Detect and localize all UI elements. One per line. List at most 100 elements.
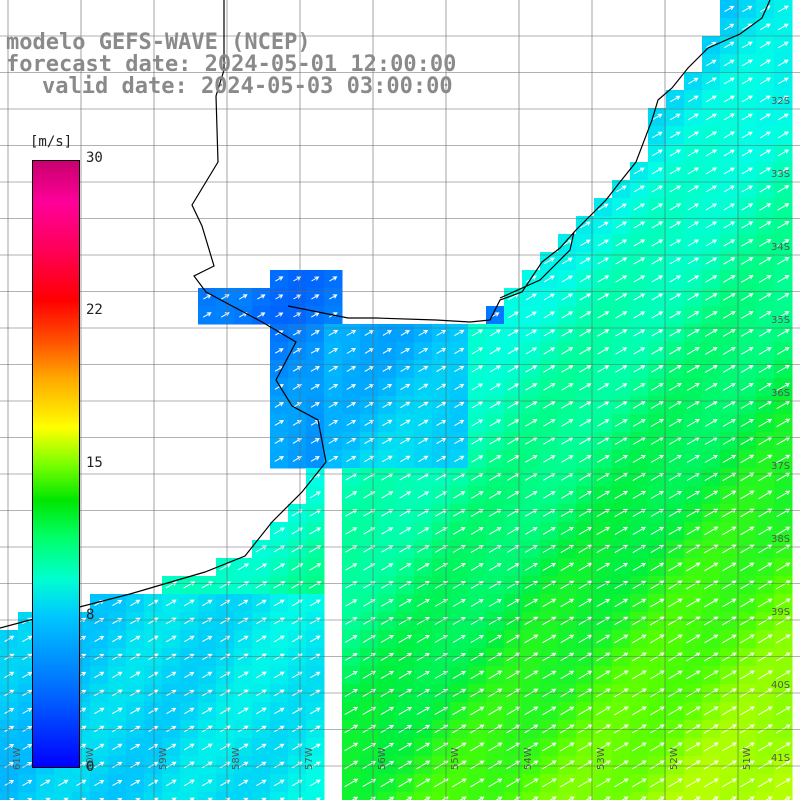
wind-arrow xyxy=(560,706,575,716)
wind-arrow xyxy=(436,401,447,409)
wind-arrow xyxy=(721,742,737,752)
wind-arrow xyxy=(382,330,392,336)
wind-arrow xyxy=(524,634,539,644)
wind-arrow xyxy=(541,778,557,788)
wind-arrow xyxy=(454,437,465,445)
wind-arrow xyxy=(525,293,537,301)
wind-arrow xyxy=(506,742,521,752)
wind-arrow xyxy=(741,257,754,265)
wind-speed-cell xyxy=(522,792,541,800)
wind-arrow xyxy=(491,312,500,318)
wind-arrow xyxy=(741,131,753,139)
wind-arrow xyxy=(237,563,250,571)
wind-arrow xyxy=(777,221,790,229)
wind-arrow xyxy=(416,563,430,571)
wind-arrow xyxy=(309,725,321,733)
wind-arrow xyxy=(183,581,196,589)
wind-arrow xyxy=(454,401,465,409)
wind-arrow xyxy=(525,311,537,319)
wind-arrow xyxy=(639,796,647,800)
wind-arrow xyxy=(274,456,285,462)
wind-arrow xyxy=(723,113,735,121)
wind-speed-cell xyxy=(108,792,127,800)
wind-arrow xyxy=(759,203,772,211)
wind-arrow xyxy=(220,294,230,300)
wind-arrow xyxy=(579,257,591,265)
wind-arrow xyxy=(686,347,700,355)
wind-arrow xyxy=(525,329,537,337)
wind-arrow xyxy=(183,743,195,751)
wind-arrow xyxy=(579,221,591,229)
wind-arrow xyxy=(722,526,737,536)
wind-arrow xyxy=(489,365,501,373)
wind-arrow xyxy=(256,725,267,733)
wind-arrow xyxy=(705,95,717,103)
wind-arrow xyxy=(633,275,646,283)
wind-arrow xyxy=(112,779,123,787)
wind-arrow xyxy=(471,329,484,337)
wind-arrow xyxy=(237,635,249,643)
wind-arrow xyxy=(130,761,141,769)
wind-arrow xyxy=(328,455,339,462)
wind-arrow xyxy=(668,400,682,409)
wind-arrow xyxy=(740,400,754,409)
wind-arrow xyxy=(165,779,177,787)
wind-arrow xyxy=(596,652,611,662)
wind-arrow xyxy=(742,5,753,13)
wind-arrow xyxy=(759,185,772,193)
wind-arrow xyxy=(651,257,664,265)
wind-arrow xyxy=(346,437,357,444)
wind-speed-cell xyxy=(396,792,415,800)
wind-speed-cell xyxy=(648,792,667,800)
wind-arrow xyxy=(776,382,791,392)
wind-arrow xyxy=(759,113,771,121)
wind-arrow xyxy=(22,635,33,643)
wind-arrow xyxy=(506,670,521,680)
wind-arrow xyxy=(705,203,718,211)
wind-arrow xyxy=(740,454,755,464)
wind-arrow xyxy=(309,743,321,751)
wind-arrow xyxy=(506,652,521,662)
wind-arrow xyxy=(418,419,429,427)
wind-arrow xyxy=(667,760,683,770)
wind-arrow xyxy=(148,599,159,607)
wind-arrow xyxy=(722,293,736,301)
wind-arrow xyxy=(22,725,33,732)
wind-arrow xyxy=(722,401,736,409)
wind-arrow xyxy=(633,347,646,355)
longitude-label: 55W xyxy=(450,747,461,770)
wind-arrow xyxy=(595,724,611,734)
wind-arrow xyxy=(489,401,502,409)
latitude-label: 39S xyxy=(771,607,790,618)
wind-arrow xyxy=(382,437,393,445)
wind-arrow xyxy=(686,616,701,626)
wind-arrow xyxy=(667,724,683,734)
wind-arrow xyxy=(615,221,627,229)
wind-arrow xyxy=(561,347,574,355)
wind-arrow xyxy=(273,581,286,589)
wind-speed-cell xyxy=(450,792,469,800)
wind-arrow xyxy=(777,239,790,247)
wind-speed-cell xyxy=(612,792,631,800)
wind-arrow xyxy=(273,779,285,787)
wind-arrow xyxy=(541,760,557,770)
wind-arrow xyxy=(758,526,773,536)
wind-arrow xyxy=(631,706,647,716)
wind-arrow xyxy=(632,490,647,500)
latitude-label: 38S xyxy=(771,534,790,545)
wind-arrow xyxy=(723,203,736,211)
wind-arrow xyxy=(613,670,629,680)
wind-arrow xyxy=(651,275,664,283)
wind-arrow xyxy=(651,239,664,247)
wind-arrow xyxy=(758,454,773,464)
wind-arrow xyxy=(579,311,592,319)
wind-arrow xyxy=(776,364,791,373)
wind-speed-cell xyxy=(198,792,217,800)
wind-arrow xyxy=(651,365,664,373)
wind-arrow xyxy=(148,743,159,751)
wind-arrow xyxy=(615,401,628,409)
wind-arrow xyxy=(436,365,447,373)
wind-arrow xyxy=(687,95,699,103)
wind-arrow xyxy=(220,312,230,318)
